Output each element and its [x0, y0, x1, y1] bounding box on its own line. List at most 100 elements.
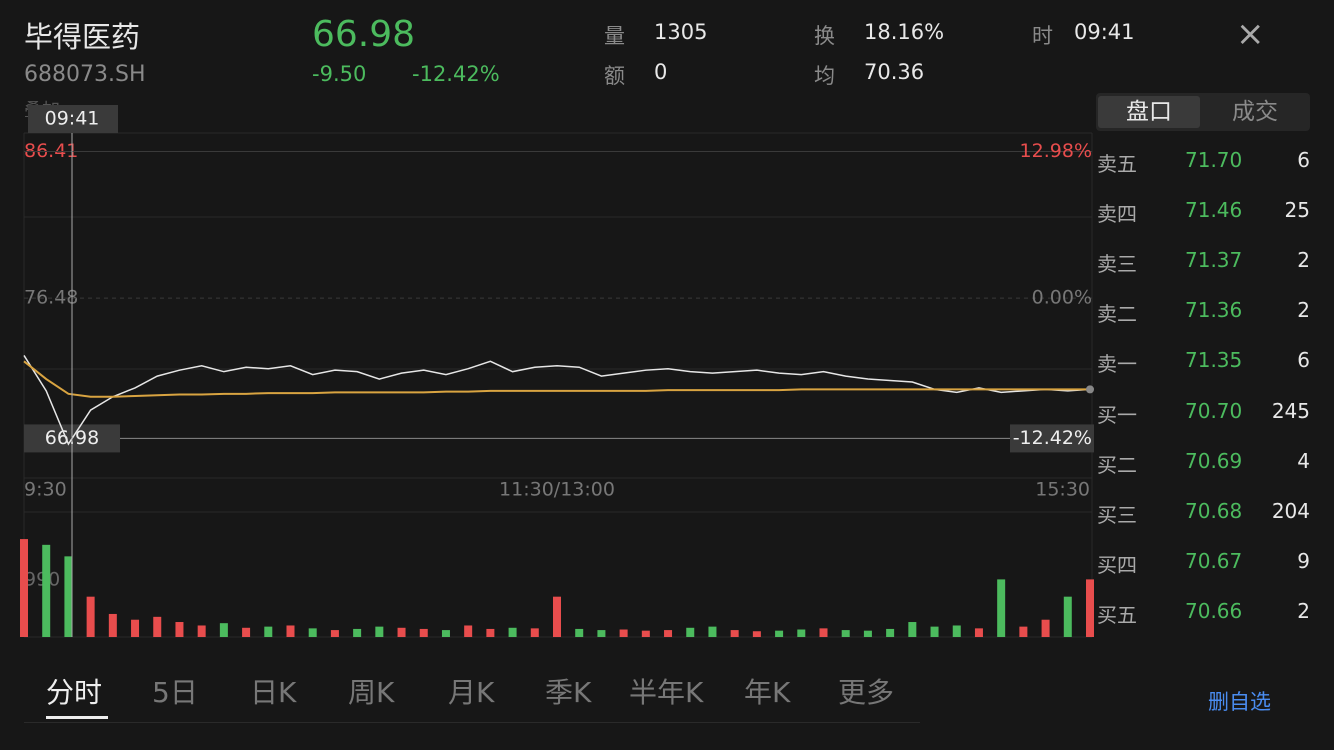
book-price: 71.35	[1185, 348, 1243, 373]
volume-bar	[553, 596, 561, 637]
volume-bar	[86, 596, 95, 637]
stock-name: 毕得医药	[24, 20, 141, 54]
book-volume: 25	[1284, 198, 1310, 223]
volume-bar	[886, 628, 895, 637]
volume-bar	[108, 613, 117, 637]
last-pct-tag: -12.42%	[1013, 427, 1092, 449]
tab[interactable]: 成交	[1232, 99, 1278, 125]
book-volume: 6	[1297, 348, 1310, 373]
volume-bar	[1041, 619, 1050, 637]
period-tab[interactable]: 年K	[744, 676, 791, 709]
book-label: 买五	[1097, 602, 1137, 627]
divider	[24, 722, 920, 723]
price: 66.98	[312, 14, 416, 55]
book-volume: 204	[1271, 498, 1310, 523]
book-price: 70.70	[1185, 398, 1243, 423]
stat-label: 时	[1032, 24, 1053, 48]
tag-bg	[28, 105, 118, 133]
book-price: 71.36	[1185, 298, 1243, 323]
stat-label: 换	[814, 24, 835, 48]
volume-bar	[952, 625, 961, 637]
volume-bar	[330, 630, 339, 637]
book-volume: 2	[1297, 298, 1310, 323]
series-line	[23, 355, 1091, 446]
period-tab[interactable]: 更多	[838, 676, 895, 709]
book-price: 70.67	[1185, 548, 1243, 573]
volume-bar	[197, 625, 206, 637]
stat-value: 1305	[654, 20, 708, 44]
volume-bar	[153, 616, 162, 637]
volume-bar	[375, 626, 384, 637]
period-tab[interactable]: 月K	[448, 676, 495, 709]
volume-bar	[997, 579, 1006, 637]
volume-bar	[530, 628, 539, 637]
stat-label: 额	[604, 64, 625, 88]
book-volume: 9	[1297, 548, 1310, 573]
volume-bar	[353, 628, 362, 637]
volume-bar	[641, 630, 650, 637]
book-price: 71.37	[1185, 248, 1243, 273]
period-tab[interactable]: 日K	[250, 676, 297, 709]
volume-bar	[730, 630, 739, 637]
x-tick-label: 9:30	[24, 479, 67, 501]
stat-value: 18.16%	[864, 20, 945, 44]
book-volume: 245	[1271, 398, 1310, 423]
stat-label: 均	[814, 64, 835, 88]
volume-bar	[1063, 596, 1072, 637]
volume-bar	[131, 619, 140, 637]
volume-bar	[708, 626, 717, 637]
volume-bar	[308, 628, 317, 637]
period-tab[interactable]: 半年K	[629, 676, 704, 709]
book-label: 卖五	[1097, 152, 1137, 176]
stat-label: 量	[604, 24, 625, 48]
book-label: 卖二	[1097, 302, 1137, 327]
y2-tick-label: 12.98%	[1020, 140, 1092, 162]
tag-bg	[1010, 424, 1094, 453]
volume-bar	[464, 625, 473, 637]
volume-bar	[664, 630, 673, 637]
volume-bar	[863, 630, 872, 637]
volume-bar	[819, 628, 828, 637]
volume-bar	[242, 627, 251, 637]
book-label: 卖三	[1097, 252, 1137, 277]
volume-bar	[42, 544, 51, 637]
volume-tick-label: 990	[24, 568, 60, 590]
volume-bar	[575, 628, 584, 637]
close-button[interactable]: ×	[1236, 14, 1265, 54]
volume-bar	[264, 626, 273, 637]
volume-bar	[1086, 579, 1094, 637]
volume-bar	[508, 627, 517, 637]
book-volume: 2	[1297, 598, 1310, 623]
remove-watchlist[interactable]: 删自选	[1208, 690, 1271, 714]
volume-bar	[597, 630, 606, 637]
volume-bar	[841, 630, 850, 637]
y2-tick-label: 0.00%	[1032, 287, 1092, 309]
volume-bar	[619, 629, 628, 637]
book-price: 71.70	[1185, 148, 1243, 172]
period-tab[interactable]: 5日	[152, 676, 198, 709]
period-tab[interactable]: 周K	[348, 676, 395, 709]
book-price: 70.69	[1185, 448, 1243, 473]
last-point	[1086, 385, 1094, 394]
volume-bar	[752, 631, 761, 637]
book-price: 70.66	[1185, 598, 1243, 623]
crosshair-time: 09:41	[45, 108, 100, 130]
x-tick-label: 15:30	[1035, 479, 1090, 501]
volume-bar	[286, 625, 295, 637]
book-volume: 2	[1297, 248, 1310, 273]
series-line	[23, 360, 1090, 398]
period-tab-active[interactable]: 分时	[46, 676, 103, 709]
book-volume: 4	[1297, 448, 1310, 473]
volume-bar	[1019, 626, 1028, 637]
volume-bar	[486, 628, 495, 637]
tab-underline	[46, 716, 108, 719]
stat-value: 70.36	[864, 60, 925, 84]
tab-active[interactable]: 盘口	[1098, 96, 1200, 128]
volume-bar	[175, 622, 184, 637]
book-price: 71.46	[1185, 198, 1243, 223]
volume-bar	[219, 623, 228, 637]
order-tabs: 盘口 成交	[1096, 93, 1310, 131]
period-tab[interactable]: 季K	[545, 676, 592, 709]
